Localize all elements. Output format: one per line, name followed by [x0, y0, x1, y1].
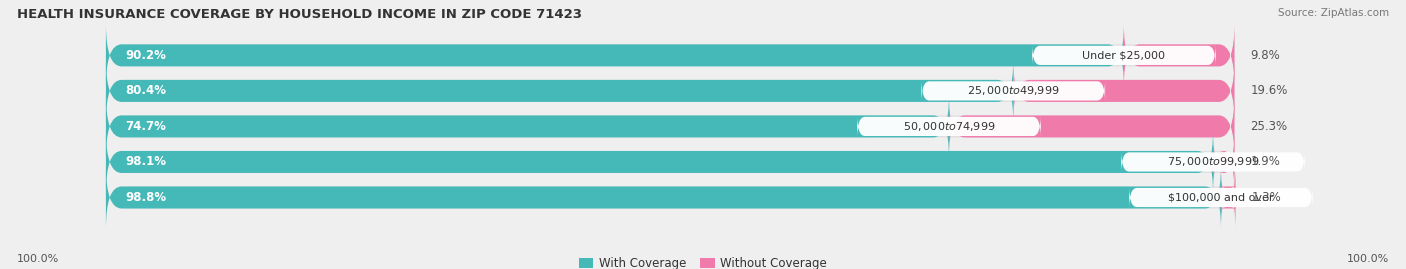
FancyBboxPatch shape: [105, 166, 1234, 229]
FancyBboxPatch shape: [858, 115, 1040, 138]
FancyBboxPatch shape: [105, 24, 1234, 87]
Text: Under $25,000: Under $25,000: [1083, 50, 1166, 60]
FancyBboxPatch shape: [105, 166, 1220, 229]
FancyBboxPatch shape: [105, 130, 1213, 194]
Text: 100.0%: 100.0%: [17, 254, 59, 264]
FancyBboxPatch shape: [949, 95, 1234, 158]
FancyBboxPatch shape: [1129, 186, 1313, 209]
Text: $50,000 to $74,999: $50,000 to $74,999: [903, 120, 995, 133]
Text: $100,000 and over: $100,000 and over: [1168, 193, 1274, 203]
FancyBboxPatch shape: [1032, 44, 1216, 67]
Legend: With Coverage, Without Coverage: With Coverage, Without Coverage: [574, 253, 832, 269]
Text: Source: ZipAtlas.com: Source: ZipAtlas.com: [1278, 8, 1389, 18]
FancyBboxPatch shape: [1121, 150, 1305, 174]
Text: 9.8%: 9.8%: [1250, 49, 1279, 62]
Text: 19.6%: 19.6%: [1250, 84, 1288, 97]
Text: $25,000 to $49,999: $25,000 to $49,999: [967, 84, 1060, 97]
FancyBboxPatch shape: [105, 95, 1234, 158]
FancyBboxPatch shape: [105, 59, 1234, 122]
Text: HEALTH INSURANCE COVERAGE BY HOUSEHOLD INCOME IN ZIP CODE 71423: HEALTH INSURANCE COVERAGE BY HOUSEHOLD I…: [17, 8, 582, 21]
Text: 74.7%: 74.7%: [125, 120, 166, 133]
FancyBboxPatch shape: [1123, 24, 1234, 87]
Text: 100.0%: 100.0%: [1347, 254, 1389, 264]
Text: 98.1%: 98.1%: [125, 155, 166, 168]
FancyBboxPatch shape: [105, 95, 949, 158]
FancyBboxPatch shape: [1220, 166, 1237, 229]
Text: 90.2%: 90.2%: [125, 49, 166, 62]
FancyBboxPatch shape: [105, 24, 1123, 87]
FancyBboxPatch shape: [1213, 130, 1234, 194]
FancyBboxPatch shape: [1014, 59, 1234, 122]
FancyBboxPatch shape: [105, 59, 1014, 122]
Text: $75,000 to $99,999: $75,000 to $99,999: [1167, 155, 1260, 168]
Text: 1.9%: 1.9%: [1250, 155, 1279, 168]
FancyBboxPatch shape: [105, 130, 1234, 194]
Text: 98.8%: 98.8%: [125, 191, 167, 204]
Text: 1.3%: 1.3%: [1251, 191, 1281, 204]
Text: 25.3%: 25.3%: [1250, 120, 1288, 133]
FancyBboxPatch shape: [921, 79, 1105, 103]
Text: 80.4%: 80.4%: [125, 84, 166, 97]
